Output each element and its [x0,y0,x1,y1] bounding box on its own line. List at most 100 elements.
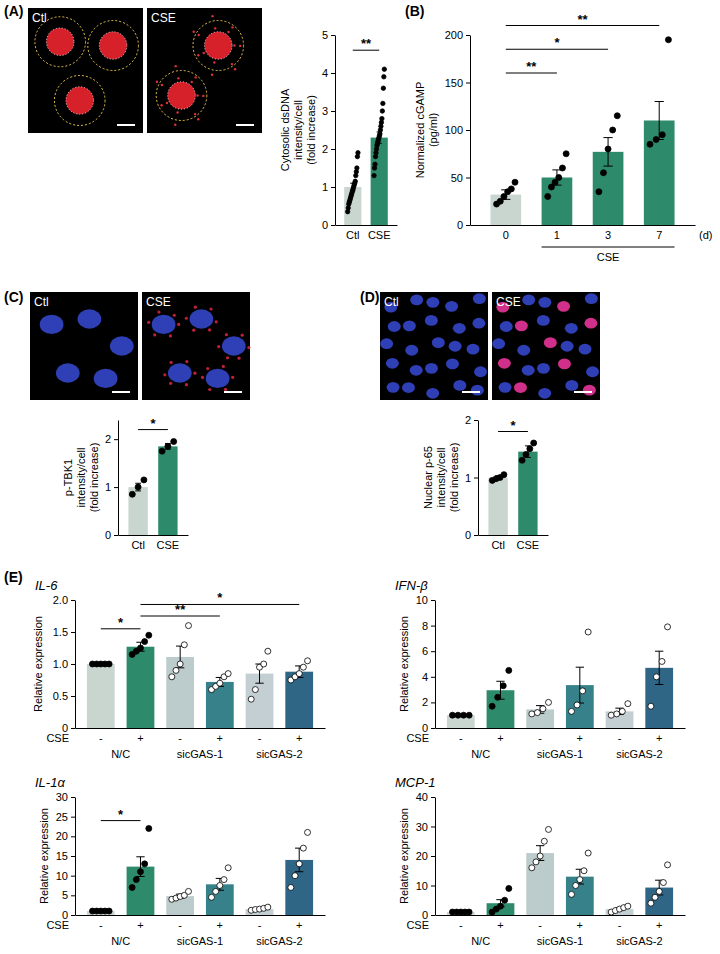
cytosolic-dna [227,31,229,33]
x-tick-label: + [656,919,662,931]
y-tick-mark [466,225,470,226]
nucleus [168,363,192,382]
nucleus [388,321,401,332]
image-background [30,292,138,400]
image-label: CSE [496,295,521,309]
p-tbk1-signal [206,367,209,370]
bar [566,685,594,728]
group-label: N/C [471,748,490,760]
p-tbk1-signal [185,317,188,320]
x-tick-label: 0 [503,229,509,241]
y-tick: 150 [445,77,470,89]
error-bar-cap [655,101,664,102]
p-tbk1-signal [173,314,176,317]
data-point [466,909,472,915]
bar [606,711,634,728]
image-label: Ctl [32,11,47,25]
error-bar [377,132,382,143]
x-axis-title: CSE [406,732,429,744]
x-axis: -+-+-+ [76,728,326,744]
nucleus [583,385,596,396]
y-tick: 0 [105,529,118,541]
nucleus [66,87,94,115]
p-tbk1-signal [169,382,172,385]
bar [487,903,515,915]
data-point [296,861,302,867]
x-tick: CSE [517,535,540,551]
y-tick-mark [431,677,435,678]
x-tick: 0 [503,225,509,241]
y-tick-label: 15 [56,850,68,862]
plot-marks [344,67,388,225]
nucleus [579,344,592,355]
bar [542,178,573,226]
data-point [382,75,386,79]
x-axis-title: CSE [406,919,429,931]
data-point [142,639,148,645]
y-tick-mark [431,915,435,916]
data-point [569,708,575,714]
data-point [381,101,385,105]
data-point [177,661,183,667]
x-axis-line [436,915,686,916]
cell-outline [54,76,105,126]
y-tick-mark [466,130,470,131]
data-point [545,699,551,705]
panel: (D)CtlCSE [360,289,600,400]
nucleus [206,369,230,388]
x-tick: CSE [157,535,180,551]
data-point [300,664,306,670]
y-tick-mark [114,439,118,440]
y-tick-label: 3 [322,105,328,117]
y-tick-label: 10 [416,594,428,606]
x-tick-label: - [538,919,542,931]
bar [518,452,537,535]
data-point [169,674,175,680]
y-tick-mark [431,651,435,652]
chart: 0246810Relative expression-+-+-+N/CsicGA… [395,578,686,760]
data-point [137,869,143,875]
x-axis: CtlCSE [336,225,398,241]
data-point [600,170,606,176]
data-point [380,116,384,120]
nucleus [565,380,578,391]
y-tick-mark [71,876,75,877]
data-point [559,165,565,171]
y-tick-label: 6 [422,645,428,657]
y-tick-label: 100 [445,124,463,136]
x-axis-line [479,535,549,536]
p-tbk1-signal [241,334,244,337]
plot-marks [490,37,674,225]
data-point [225,865,231,871]
nucleus [426,388,439,399]
nucleus [500,321,513,332]
p-tbk1-signal [222,365,225,368]
nucleus [492,338,505,349]
nucleus [585,293,598,304]
p-tbk1-signal [185,360,188,363]
y-tick-label: 50 [451,172,463,184]
x-tick-label: 3 [605,229,611,241]
bar [87,664,115,728]
nucleus [110,336,134,355]
y-tick-label: 0 [105,529,111,541]
cytosolic-dna [174,124,176,126]
scale-bar [117,124,135,126]
y-tick-mark [71,696,75,697]
x-tick-label: CSE [517,539,540,551]
x-tick-label: - [178,732,182,744]
x-tick-label: 7 [656,229,662,241]
y-tick: 25 [56,811,75,823]
y-tick: 200 [445,29,470,41]
cytosolic-dna [198,34,200,36]
data-point [574,702,580,708]
data-point [527,446,533,452]
y-tick: 30 [416,821,435,833]
nucleus [425,363,438,374]
data-point [217,883,223,889]
y-axis-title: (pg/ml) [427,113,439,147]
cytosolic-dna [202,95,204,97]
data-point [605,146,611,152]
cytosolic-dna [211,74,213,76]
error-bar-cap [603,166,612,167]
